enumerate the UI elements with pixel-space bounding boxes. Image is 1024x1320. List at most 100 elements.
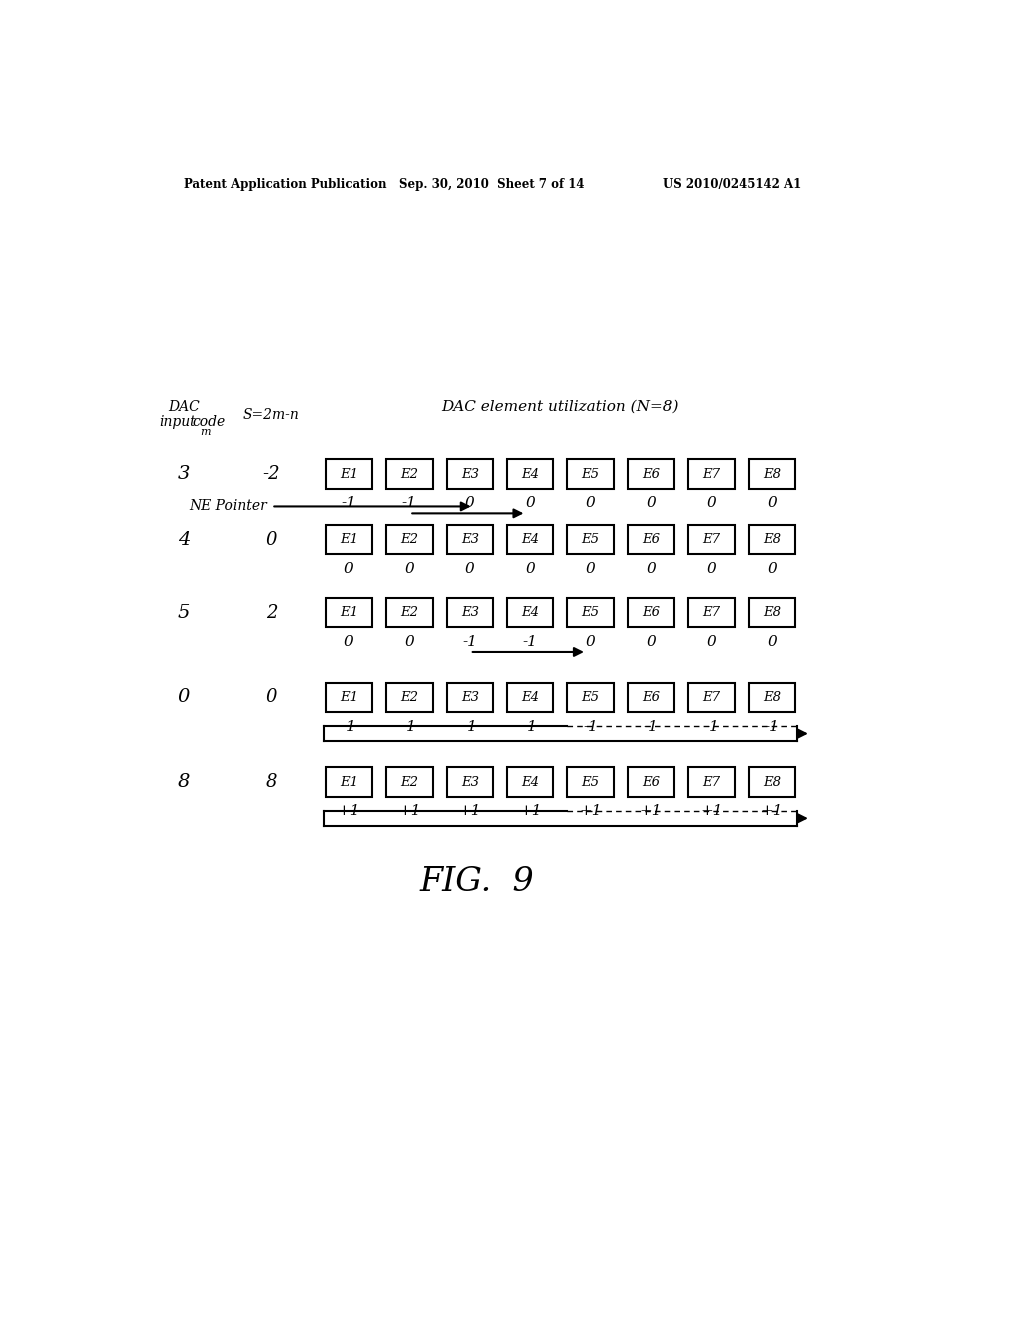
Text: -1: -1 <box>463 635 477 649</box>
Text: 0: 0 <box>586 562 596 576</box>
Bar <box>628 682 675 711</box>
Text: DAC element utilization (N=8): DAC element utilization (N=8) <box>441 400 679 414</box>
Bar <box>628 767 675 797</box>
Text: 0: 0 <box>767 496 777 511</box>
Text: E6: E6 <box>642 606 660 619</box>
Bar <box>446 682 493 711</box>
Bar <box>446 525 493 554</box>
Text: E3: E3 <box>461 606 479 619</box>
Text: -1: -1 <box>401 719 417 734</box>
Text: E8: E8 <box>763 690 781 704</box>
Text: -1: -1 <box>584 719 598 734</box>
Text: E5: E5 <box>582 690 600 704</box>
Text: E1: E1 <box>340 606 357 619</box>
Bar <box>386 682 432 711</box>
Bar <box>749 682 796 711</box>
Text: 0: 0 <box>404 635 414 649</box>
Bar <box>326 682 372 711</box>
Text: +1: +1 <box>640 804 663 818</box>
Text: 0: 0 <box>646 635 656 649</box>
Text: 0: 0 <box>707 635 717 649</box>
Text: DAC: DAC <box>168 400 200 414</box>
Bar <box>567 525 614 554</box>
Text: E7: E7 <box>702 776 721 788</box>
Text: 2: 2 <box>265 603 278 622</box>
Bar <box>446 459 493 488</box>
Bar <box>507 525 554 554</box>
Text: 8: 8 <box>177 774 190 791</box>
Text: E5: E5 <box>582 533 600 546</box>
Bar <box>507 767 554 797</box>
Bar <box>446 767 493 797</box>
Text: 0: 0 <box>646 496 656 511</box>
Text: -1: -1 <box>765 719 779 734</box>
Text: 0: 0 <box>265 531 278 549</box>
Text: 0: 0 <box>344 635 353 649</box>
Text: E1: E1 <box>340 776 357 788</box>
Text: E7: E7 <box>702 606 721 619</box>
Bar <box>688 598 735 627</box>
Bar <box>628 598 675 627</box>
Bar <box>326 525 372 554</box>
Text: FIG.  9: FIG. 9 <box>420 866 535 898</box>
Text: E6: E6 <box>642 533 660 546</box>
Text: E4: E4 <box>521 606 540 619</box>
Bar <box>386 525 432 554</box>
Text: code: code <box>191 416 225 429</box>
Text: E3: E3 <box>461 690 479 704</box>
Bar <box>567 767 614 797</box>
Text: E7: E7 <box>702 533 721 546</box>
Text: +1: +1 <box>398 804 421 818</box>
Bar <box>326 598 372 627</box>
Text: E7: E7 <box>702 467 721 480</box>
Text: 0: 0 <box>767 562 777 576</box>
Bar <box>749 525 796 554</box>
Bar <box>446 598 493 627</box>
Text: -1: -1 <box>401 496 417 511</box>
Text: E5: E5 <box>582 776 600 788</box>
Text: 3: 3 <box>177 465 190 483</box>
Text: E7: E7 <box>702 690 721 704</box>
Bar <box>628 459 675 488</box>
Text: E8: E8 <box>763 776 781 788</box>
Text: -1: -1 <box>523 635 538 649</box>
Text: E2: E2 <box>400 467 419 480</box>
Text: E6: E6 <box>642 467 660 480</box>
Bar <box>567 459 614 488</box>
Text: E2: E2 <box>400 690 419 704</box>
Text: 0: 0 <box>707 562 717 576</box>
Bar <box>386 598 432 627</box>
Text: +1: +1 <box>580 804 602 818</box>
Bar <box>507 598 554 627</box>
Text: E2: E2 <box>400 533 419 546</box>
Text: 0: 0 <box>646 562 656 576</box>
Text: +1: +1 <box>338 804 360 818</box>
Text: 4: 4 <box>177 531 190 549</box>
Text: -2: -2 <box>262 465 281 483</box>
Text: 0: 0 <box>707 496 717 511</box>
Text: E5: E5 <box>582 467 600 480</box>
Text: E6: E6 <box>642 776 660 788</box>
Text: 0: 0 <box>265 689 278 706</box>
Text: E8: E8 <box>763 533 781 546</box>
Text: 0: 0 <box>525 496 536 511</box>
Text: E3: E3 <box>461 776 479 788</box>
Text: +1: +1 <box>459 804 481 818</box>
Bar <box>749 598 796 627</box>
Text: S=2m-n: S=2m-n <box>243 408 300 422</box>
Bar <box>507 682 554 711</box>
Text: 0: 0 <box>525 562 536 576</box>
Bar <box>507 459 554 488</box>
Bar <box>688 525 735 554</box>
Text: -1: -1 <box>463 719 477 734</box>
Text: +1: +1 <box>761 804 783 818</box>
Text: E1: E1 <box>340 533 357 546</box>
Text: +1: +1 <box>519 804 542 818</box>
Text: 0: 0 <box>465 562 475 576</box>
Text: 0: 0 <box>465 496 475 511</box>
Bar <box>326 459 372 488</box>
Bar <box>688 682 735 711</box>
Text: E4: E4 <box>521 533 540 546</box>
Text: NE Pointer: NE Pointer <box>189 499 267 513</box>
Text: input: input <box>159 416 196 429</box>
